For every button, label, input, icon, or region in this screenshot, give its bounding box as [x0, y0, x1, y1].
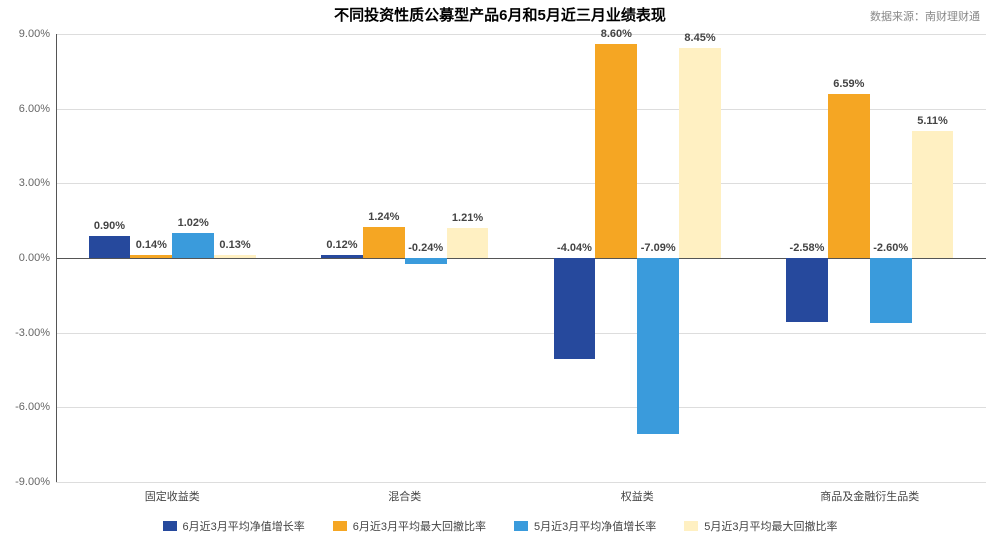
bar — [870, 258, 912, 323]
bar-value-label: 5.11% — [917, 115, 948, 127]
bar — [130, 255, 172, 258]
x-category-label: 固定收益类 — [145, 482, 200, 504]
y-axis — [56, 34, 57, 482]
y-tick-label: -3.00% — [15, 327, 56, 339]
grid-line — [56, 407, 986, 408]
bar — [447, 228, 489, 258]
bar — [786, 258, 828, 322]
y-tick-label: 9.00% — [19, 28, 56, 40]
bar-value-label: 1.21% — [452, 212, 483, 224]
plot-area: -9.00%-6.00%-3.00%0.00%3.00%6.00%9.00%固定… — [56, 34, 986, 482]
x-category-label: 权益类 — [621, 482, 654, 504]
legend-item: 5月近3月平均最大回撤比率 — [684, 518, 837, 534]
bar — [172, 233, 214, 258]
grid-line — [56, 333, 986, 334]
legend-item: 6月近3月平均净值增长率 — [163, 518, 305, 534]
source-label: 数据来源：南财理财通 — [870, 8, 980, 24]
bar-value-label: 0.12% — [326, 239, 357, 251]
legend-item: 6月近3月平均最大回撤比率 — [333, 518, 486, 534]
x-category-label: 混合类 — [388, 482, 421, 504]
y-tick-label: 6.00% — [19, 103, 56, 115]
bar — [595, 44, 637, 258]
legend-swatch — [333, 521, 347, 531]
y-tick-label: 3.00% — [19, 177, 56, 189]
bar — [89, 236, 131, 258]
legend-item: 5月近3月平均净值增长率 — [514, 518, 656, 534]
legend-label: 5月近3月平均最大回撤比率 — [704, 518, 837, 534]
bar-value-label: -7.09% — [641, 242, 676, 254]
bar — [214, 255, 256, 258]
bar-value-label: 6.59% — [833, 78, 864, 90]
chart-title: 不同投资性质公募型产品6月和5月近三月业绩表现 — [0, 4, 1000, 25]
legend-swatch — [163, 521, 177, 531]
legend-label: 6月近3月平均最大回撤比率 — [353, 518, 486, 534]
legend-label: 5月近3月平均净值增长率 — [534, 518, 656, 534]
legend-swatch — [514, 521, 528, 531]
bar-value-label: 1.02% — [178, 217, 209, 229]
bar-value-label: 8.45% — [684, 32, 715, 44]
y-tick-label: 0.00% — [19, 252, 56, 264]
x-category-label: 商品及金融衍生品类 — [820, 482, 919, 504]
bar-value-label: 0.14% — [136, 239, 167, 251]
legend: 6月近3月平均净值增长率 6月近3月平均最大回撤比率 5月近3月平均净值增长率 5月近… — [0, 518, 1000, 534]
bar-value-label: -0.24% — [408, 242, 443, 254]
grid-line — [56, 34, 986, 35]
bar — [828, 94, 870, 258]
y-tick-label: -9.00% — [15, 476, 56, 488]
bar — [679, 48, 721, 258]
y-tick-label: -6.00% — [15, 401, 56, 413]
chart-container: 不同投资性质公募型产品6月和5月近三月业绩表现 数据来源：南财理财通 -9.00… — [0, 0, 1000, 541]
bar-value-label: 1.24% — [368, 211, 399, 223]
bar-value-label: 0.90% — [94, 220, 125, 232]
bar — [363, 227, 405, 258]
bar-value-label: -2.58% — [790, 242, 825, 254]
legend-swatch — [684, 521, 698, 531]
legend-label: 6月近3月平均净值增长率 — [183, 518, 305, 534]
bar-value-label: -4.04% — [557, 242, 592, 254]
bar-value-label: 8.60% — [601, 28, 632, 40]
bar — [405, 258, 447, 264]
bar — [321, 255, 363, 258]
bar-value-label: -2.60% — [873, 242, 908, 254]
bar — [554, 258, 596, 359]
bar — [912, 131, 954, 258]
bar-value-label: 0.13% — [219, 239, 250, 251]
bar — [637, 258, 679, 434]
grid-line — [56, 258, 986, 259]
